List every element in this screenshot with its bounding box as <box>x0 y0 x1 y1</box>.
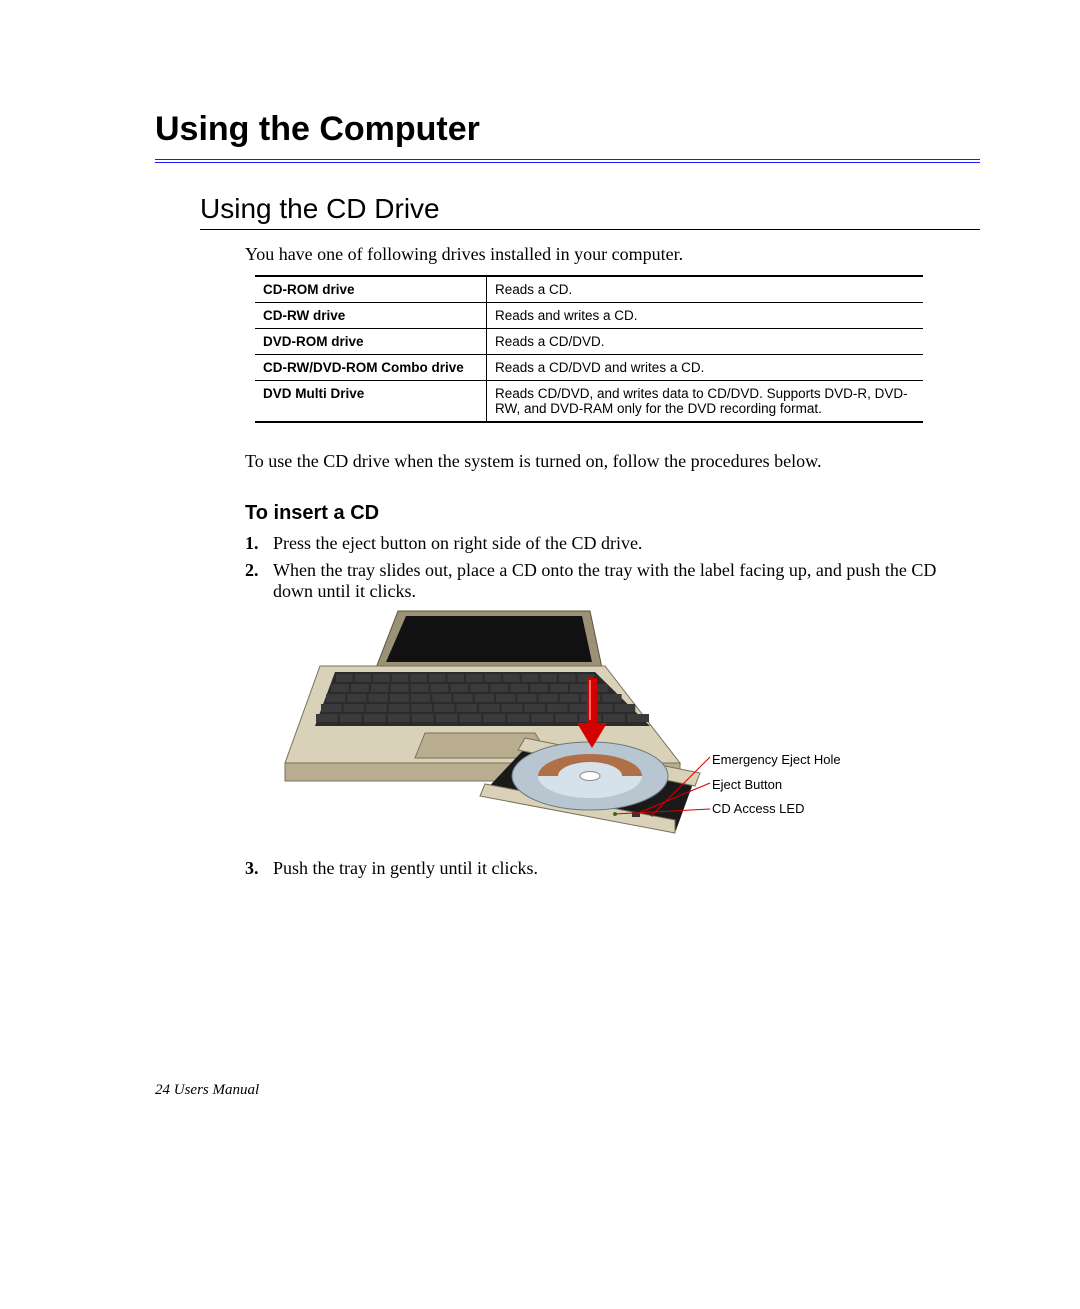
step-text: Push the tray in gently until it clicks. <box>273 858 980 879</box>
chapter-rule <box>155 159 980 163</box>
page-number: 24 <box>155 1082 170 1098</box>
section-intro: You have one of following drives install… <box>200 244 980 265</box>
callout-eject-button: Eject Button <box>712 773 841 798</box>
footer-label: Users Manual <box>174 1082 259 1098</box>
callout-cd-access-led: CD Access LED <box>712 797 841 822</box>
drive-name: CD-RW/DVD-ROM Combo drive <box>255 355 487 381</box>
table-row: DVD-ROM drive Reads a CD/DVD. <box>255 329 923 355</box>
section-title: Using the CD Drive <box>200 193 980 225</box>
table-row: CD-RW drive Reads and writes a CD. <box>255 303 923 329</box>
drive-name: CD-RW drive <box>255 303 487 329</box>
table-row: CD-RW/DVD-ROM Combo drive Reads a CD/DVD… <box>255 355 923 381</box>
step-number: 2. <box>245 560 273 602</box>
drive-desc: Reads a CD/DVD and writes a CD. <box>487 355 924 381</box>
page-footer: 24 Users Manual <box>155 1082 259 1099</box>
insert-cd-steps: 1. Press the eject button on right side … <box>200 533 980 602</box>
after-table-text: To use the CD drive when the system is t… <box>200 451 980 472</box>
drive-desc: Reads CD/DVD, and writes data to CD/DVD.… <box>487 381 924 423</box>
list-item: 2. When the tray slides out, place a CD … <box>245 560 980 602</box>
cd-insert-figure: Emergency Eject Hole Eject Button CD Acc… <box>280 608 900 838</box>
drive-desc: Reads a CD. <box>487 276 924 303</box>
step-number: 3. <box>245 858 273 879</box>
table-row: DVD Multi Drive Reads CD/DVD, and writes… <box>255 381 923 423</box>
drive-name: DVD-ROM drive <box>255 329 487 355</box>
callout-emergency-eject: Emergency Eject Hole <box>712 748 841 773</box>
table-row: CD-ROM drive Reads a CD. <box>255 276 923 303</box>
step-text: When the tray slides out, place a CD ont… <box>273 560 980 602</box>
drive-desc: Reads and writes a CD. <box>487 303 924 329</box>
list-item: 3. Push the tray in gently until it clic… <box>245 858 980 879</box>
insert-cd-heading: To insert a CD <box>200 502 980 525</box>
step-number: 1. <box>245 533 273 554</box>
section-rule <box>200 229 980 230</box>
list-item: 1. Press the eject button on right side … <box>245 533 980 554</box>
drive-desc: Reads a CD/DVD. <box>487 329 924 355</box>
insert-cd-steps-cont: 3. Push the tray in gently until it clic… <box>200 858 980 879</box>
chapter-title: Using the Computer <box>155 110 980 149</box>
drive-name: CD-ROM drive <box>255 276 487 303</box>
drive-table: CD-ROM drive Reads a CD. CD-RW drive Rea… <box>255 275 923 423</box>
drive-name: DVD Multi Drive <box>255 381 487 423</box>
step-text: Press the eject button on right side of … <box>273 533 980 554</box>
